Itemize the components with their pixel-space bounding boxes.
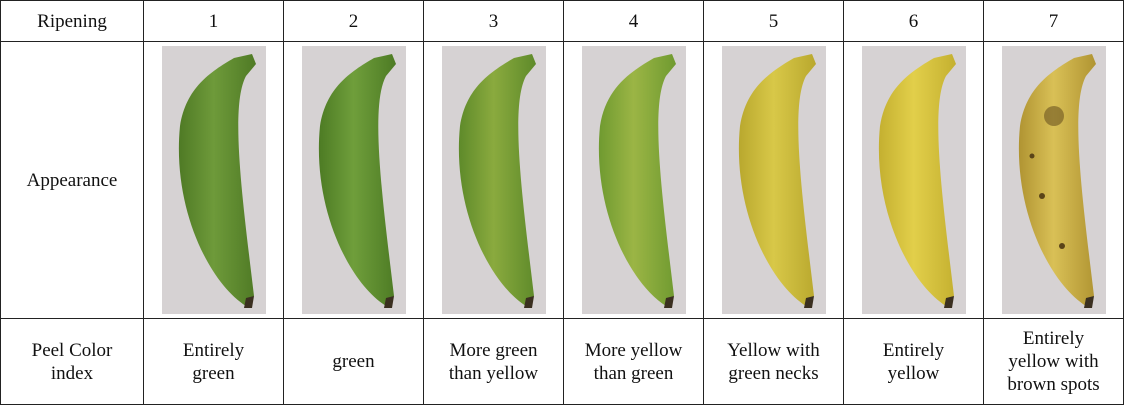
header-row: Ripening 1 2 3 4 5 6 7 [0,0,1124,42]
cell-line: Peel Color [31,339,113,361]
cell-line: yellow with [1008,351,1099,372]
cell-line: than yellow [448,362,539,384]
peel-cell: Entirely green [143,318,284,405]
header-cell: 1 [143,0,284,42]
photo-cell [423,41,564,319]
peel-cell: Entirely yellow with brown spots [983,318,1124,405]
cell-line: yellow [887,362,940,384]
header-cell: 3 [423,0,564,42]
header-cell: 4 [563,0,704,42]
cell-line: Entirely [882,339,945,361]
cell-line: Entirely [182,339,245,361]
banana-photo [861,46,966,314]
photo-cell [703,41,844,319]
banana-photo [721,46,826,314]
cell-line: green [332,351,375,372]
photo-cell [143,41,284,319]
peel-cell: More green than yellow [423,318,564,405]
cell-line: green necks [728,362,819,384]
cell-line: than green [593,362,674,384]
row-label: Peel Color index [0,318,144,405]
appearance-row: Appearance [0,41,1124,319]
photo-cell [563,41,704,319]
peel-cell: green [283,318,424,405]
peel-cell: Yellow with green necks [703,318,844,405]
peel-cell: Entirely yellow [843,318,984,405]
cell-line: green [192,362,235,384]
cell-line: Entirely [1022,328,1085,349]
cell-line: Yellow with [727,339,820,361]
header-cell: 7 [983,0,1124,42]
banana-photo [161,46,266,314]
banana-photo [581,46,686,314]
cell-line: brown spots [1007,374,1100,395]
cell-line: index [50,362,94,384]
photo-cell [843,41,984,319]
banana-photo [441,46,546,314]
banana-photo [301,46,406,314]
header-cell: 2 [283,0,424,42]
cell-line: More yellow [584,339,683,361]
photo-cell [983,41,1124,319]
photo-cell [283,41,424,319]
header-cell: 6 [843,0,984,42]
cell-line: More green [449,339,538,361]
header-cell: 5 [703,0,844,42]
peel-row: Peel Color index Entirely green green More g… [0,318,1124,405]
peel-cell: More yellow than green [563,318,704,405]
row-label: Appearance [0,41,144,319]
banana-photo [1001,46,1106,314]
header-cell: Ripening [0,0,144,42]
